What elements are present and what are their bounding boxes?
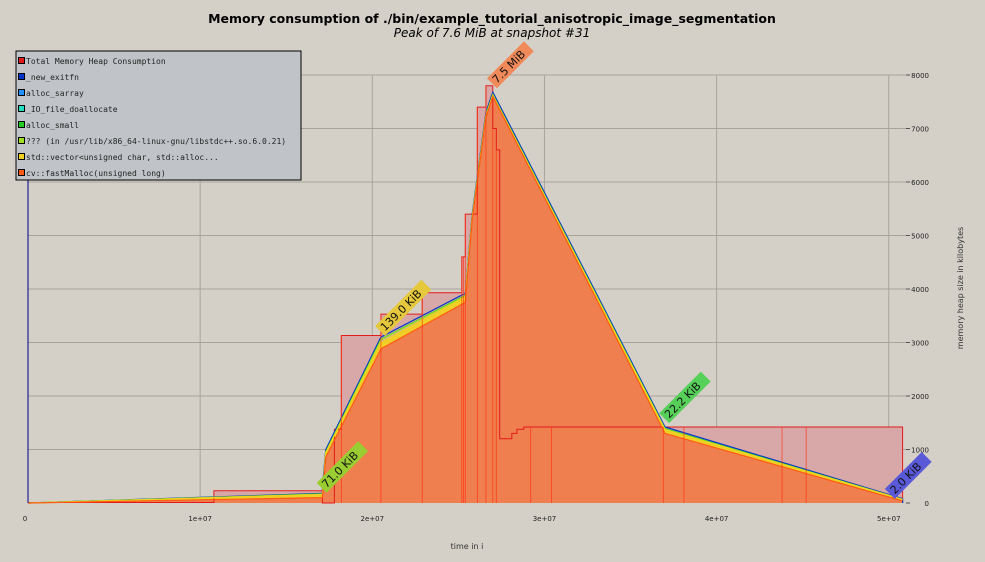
x-tick-label: 4e+07 <box>705 515 729 523</box>
legend-swatch <box>18 89 25 96</box>
legend-swatch <box>18 57 25 64</box>
y-tick-label: 3000 <box>911 340 929 348</box>
legend-swatch <box>18 137 25 144</box>
legend-label: std::vector<unsigned char, std::alloc... <box>26 153 219 162</box>
legend: Total Memory Heap Consumption _new_exitfn… <box>15 50 302 181</box>
legend-label: alloc_sarray <box>26 89 84 98</box>
chart-subtitle: Peak of 7.6 MiB at snapshot #31 <box>394 26 591 40</box>
legend-swatch <box>18 169 25 176</box>
x-tick-label: 5e+07 <box>877 515 901 523</box>
legend-swatch <box>18 153 25 160</box>
annotation-bg <box>375 279 432 336</box>
y-tick-label: 0 <box>925 500 929 508</box>
legend-label: Total Memory Heap Consumption <box>26 57 166 66</box>
legend-swatch <box>18 121 25 128</box>
x-tick-label: 1e+07 <box>188 515 212 523</box>
legend-box <box>15 50 302 181</box>
y-axis-ticks: 0 1000 2000 3000 4000 5000 6000 7000 8000 <box>906 72 929 508</box>
legend-swatch <box>18 73 25 80</box>
y-tick-label: 1000 <box>911 447 929 455</box>
legend-label: _IO_file_doallocate <box>26 105 118 114</box>
x-tick-label: 0 <box>23 515 27 523</box>
annotation-bg <box>884 452 932 499</box>
annotation-bg <box>659 371 711 424</box>
x-axis-label: time in i <box>451 542 484 551</box>
y-tick-label: 5000 <box>911 233 929 241</box>
legend-label: ??? (in /usr/lib/x86_64-linux-gnu/libstd… <box>26 137 286 146</box>
y-tick-label: 7000 <box>911 126 929 134</box>
annotation-bg <box>316 441 369 493</box>
chart-title: Memory consumption of ./bin/example_tuto… <box>208 11 776 27</box>
legend-label: _new_exitfn <box>26 73 79 82</box>
y-tick-label: 2000 <box>911 393 929 401</box>
annotation-bg <box>487 41 534 89</box>
y-axis-label: memory heap size in kilobytes <box>956 227 965 349</box>
x-tick-label: 3e+07 <box>533 515 557 523</box>
y-tick-label: 6000 <box>911 179 929 187</box>
y-tick-label: 4000 <box>911 286 929 294</box>
y-tick-label: 8000 <box>911 72 929 80</box>
x-tick-label: 2e+07 <box>361 515 385 523</box>
legend-label: alloc_small <box>26 121 79 130</box>
legend-label: cv::fastMalloc(unsigned long) <box>26 169 166 178</box>
x-axis-ticks: 0 1e+07 2e+07 3e+07 4e+07 5e+07 <box>23 515 901 523</box>
legend-swatch <box>18 105 25 112</box>
